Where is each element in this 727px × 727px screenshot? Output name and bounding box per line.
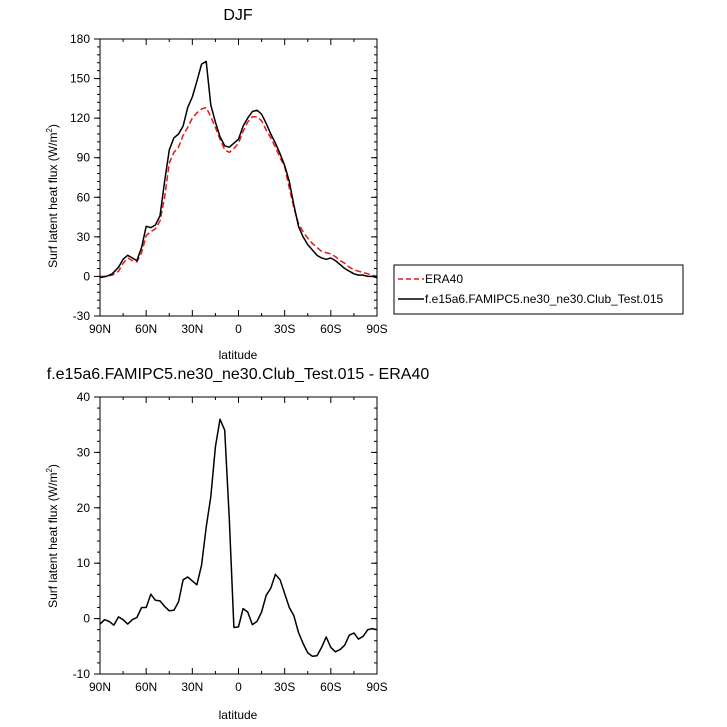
plot-frame bbox=[99, 38, 378, 317]
y-tick-label: 0 bbox=[83, 612, 90, 626]
y-tick-label: 180 bbox=[70, 32, 90, 46]
y-tick-label: 60 bbox=[77, 190, 91, 204]
y-tick-label: 40 bbox=[77, 390, 91, 404]
y-tick-label: -10 bbox=[73, 667, 91, 681]
x-tick-label: 90S bbox=[366, 322, 387, 336]
x-tick-label: 60S bbox=[320, 680, 341, 694]
y-tick-label: -30 bbox=[73, 309, 91, 323]
x-tick-label: 0 bbox=[235, 680, 242, 694]
x-tick-label: 60N bbox=[135, 680, 157, 694]
series-line-0 bbox=[100, 106, 378, 278]
x-tick-label: 30S bbox=[274, 680, 295, 694]
panel-djf: DJF Surf latent heat flux (W/m2) latitud… bbox=[45, 7, 388, 362]
legend-label-era40: ERA40 bbox=[425, 272, 463, 286]
series-line-1 bbox=[99, 60, 378, 279]
y-tick-label: 120 bbox=[70, 111, 90, 125]
chart-title: DJF bbox=[223, 7, 253, 24]
legend-label-model: f.e15a6.FAMIPC5.ne30_ne30.Club_Test.015 bbox=[425, 292, 663, 306]
y-tick-label: 150 bbox=[70, 72, 90, 86]
y-tick-label: 30 bbox=[77, 445, 91, 459]
x-tick-label: 60S bbox=[320, 322, 341, 336]
plot-frame bbox=[99, 396, 378, 675]
y-tick-label: 90 bbox=[77, 151, 91, 165]
x-tick-label: 30N bbox=[181, 322, 203, 336]
y-tick-label: 0 bbox=[83, 269, 90, 283]
y-tick-label: 10 bbox=[77, 556, 91, 570]
x-tick-label: 0 bbox=[235, 322, 242, 336]
legend: ERA40 f.e15a6.FAMIPC5.ne30_ne30.Club_Tes… bbox=[393, 264, 684, 315]
y-axis-label: Surf latent heat flux (W/m2) bbox=[45, 124, 60, 268]
y-tick-label: 30 bbox=[77, 230, 91, 244]
x-axis-label: latitude bbox=[219, 708, 258, 722]
y-tick-label: 20 bbox=[77, 501, 91, 515]
y-axis-label: Surf latent heat flux (W/m2) bbox=[45, 464, 60, 608]
panel-difference: f.e15a6.FAMIPC5.ne30_ne30.Club_Test.015 … bbox=[45, 366, 429, 722]
x-tick-label: 90N bbox=[89, 322, 111, 336]
x-tick-label: 30N bbox=[181, 680, 203, 694]
legend-box bbox=[393, 264, 684, 315]
x-tick-label: 90S bbox=[366, 680, 387, 694]
chart-title: f.e15a6.FAMIPC5.ne30_ne30.Club_Test.015 … bbox=[47, 366, 430, 383]
x-tick-label: 60N bbox=[135, 322, 157, 336]
x-tick-label: 90N bbox=[89, 680, 111, 694]
series-line-0 bbox=[99, 418, 378, 658]
x-axis-label: latitude bbox=[219, 348, 258, 362]
x-tick-label: 30S bbox=[274, 322, 295, 336]
